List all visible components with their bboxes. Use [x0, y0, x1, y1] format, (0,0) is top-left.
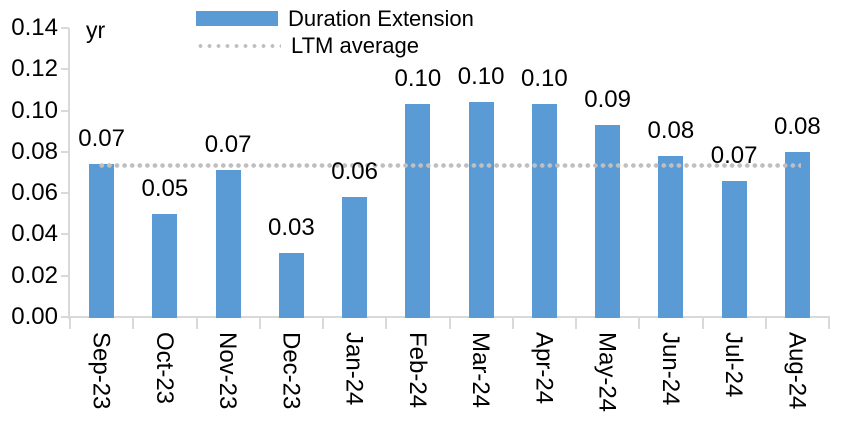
bar-series-swatch	[196, 11, 278, 26]
y-axis-line	[68, 28, 70, 319]
x-tick	[448, 317, 451, 329]
legend-item-duration-extension: Duration Extension	[196, 5, 474, 32]
x-tick	[258, 317, 261, 329]
y-tick	[61, 150, 69, 153]
bar-value-label: 0.06	[331, 158, 378, 186]
y-tick-label: 0.02	[11, 261, 58, 289]
x-tick-label-Jan-24: Jan-24	[340, 332, 368, 406]
bar-value-label: 0.10	[394, 65, 442, 93]
bar-value-label: 0.10	[521, 65, 568, 93]
bar-Apr-24	[531, 104, 557, 318]
y-axis-unit-label: yr	[86, 17, 106, 43]
x-tick	[575, 317, 577, 329]
y-tick	[61, 27, 69, 29]
dotted-line-swatch	[196, 42, 281, 49]
x-tick-label-Apr-24: Apr-24	[530, 332, 558, 405]
bar-value-label: 0.09	[584, 86, 631, 114]
y-tick	[61, 68, 69, 71]
bar-value-label: 0.07	[710, 141, 758, 169]
y-tick-label: 0.12	[11, 55, 58, 83]
bar-Nov-23	[215, 170, 241, 318]
bar-value-label: 0.08	[647, 116, 695, 144]
x-tick-label-Aug-24: Aug-24	[783, 332, 811, 410]
y-tick-label: 0.10	[11, 96, 58, 124]
x-tick-label-Sep-23: Sep-23	[87, 332, 115, 410]
bar-value-label: 0.08	[774, 112, 821, 140]
x-tick	[511, 317, 514, 329]
y-tick-label: 0.04	[11, 220, 58, 248]
x-tick	[69, 317, 71, 329]
bar-value-label: 0.05	[141, 174, 189, 202]
y-tick-label: 0.00	[11, 303, 58, 330]
bar-Oct-23	[152, 213, 178, 318]
y-tick-label: 0.06	[11, 179, 58, 207]
x-tick	[764, 317, 767, 329]
y-tick	[61, 233, 69, 236]
x-tick-label-Nov-23: Nov-23	[214, 332, 242, 410]
bar-value-label: 0.07	[78, 125, 125, 153]
ltm-average-line	[97, 162, 802, 168]
legend-label-ltm-average: LTM average	[291, 32, 419, 58]
legend: Duration Extension LTM average	[196, 5, 474, 59]
bar-Mar-24	[468, 102, 494, 318]
bar-Aug-24	[784, 151, 810, 318]
x-tick-label-Jun-24: Jun-24	[656, 332, 684, 406]
legend-item-ltm-average: LTM average	[196, 32, 474, 59]
x-tick	[322, 317, 324, 329]
bar-value-label: 0.10	[457, 63, 505, 91]
bar-value-label: 0.07	[204, 131, 252, 159]
x-tick-label-Jul-24: Jul-24	[720, 332, 748, 398]
x-tick-label-Mar-24: Mar-24	[467, 332, 495, 409]
bar-Dec-23	[278, 253, 304, 318]
bar-Sep-23	[89, 164, 115, 318]
bar-Jan-24	[342, 197, 368, 318]
x-tick	[701, 317, 704, 329]
x-tick	[195, 317, 198, 329]
y-tick	[61, 109, 69, 112]
x-tick-label-Feb-24: Feb-24	[403, 332, 431, 409]
x-tick	[385, 317, 388, 329]
x-tick-label-Dec-23: Dec-23	[277, 332, 305, 410]
y-tick-label: 0.08	[11, 137, 58, 165]
x-tick-label-May-24: May-24	[593, 332, 621, 413]
bar-value-label: 0.03	[268, 214, 315, 241]
y-tick	[61, 274, 69, 277]
legend-label-duration-extension: Duration Extension	[288, 5, 474, 31]
bar-Jun-24	[658, 155, 684, 318]
x-tick	[132, 317, 135, 329]
bar-Jul-24	[721, 180, 747, 318]
y-tick	[61, 316, 69, 318]
bar-May-24	[595, 125, 621, 318]
bar-Feb-24	[405, 104, 431, 318]
x-tick	[638, 317, 641, 329]
y-tick-label: 0.14	[11, 14, 58, 41]
x-tick	[828, 317, 830, 329]
y-tick	[61, 192, 69, 195]
x-tick-label-Oct-23: Oct-23	[150, 332, 178, 405]
